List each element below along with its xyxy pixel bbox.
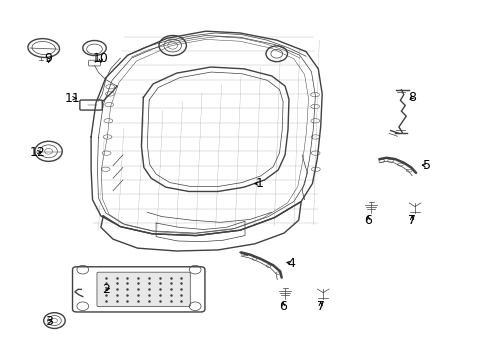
Text: 8: 8 [408, 91, 416, 104]
Text: 6: 6 [279, 300, 287, 313]
Text: 4: 4 [288, 257, 295, 270]
Text: 10: 10 [93, 51, 109, 64]
Text: 5: 5 [423, 159, 431, 172]
Text: 6: 6 [364, 214, 372, 227]
Text: 7: 7 [317, 300, 325, 313]
Text: 11: 11 [65, 92, 81, 105]
Text: 3: 3 [45, 315, 52, 328]
FancyBboxPatch shape [97, 272, 190, 307]
Text: 12: 12 [29, 145, 45, 158]
Text: 1: 1 [256, 177, 264, 190]
Text: 9: 9 [45, 51, 52, 64]
Text: 2: 2 [102, 283, 110, 296]
Text: 7: 7 [408, 214, 416, 227]
